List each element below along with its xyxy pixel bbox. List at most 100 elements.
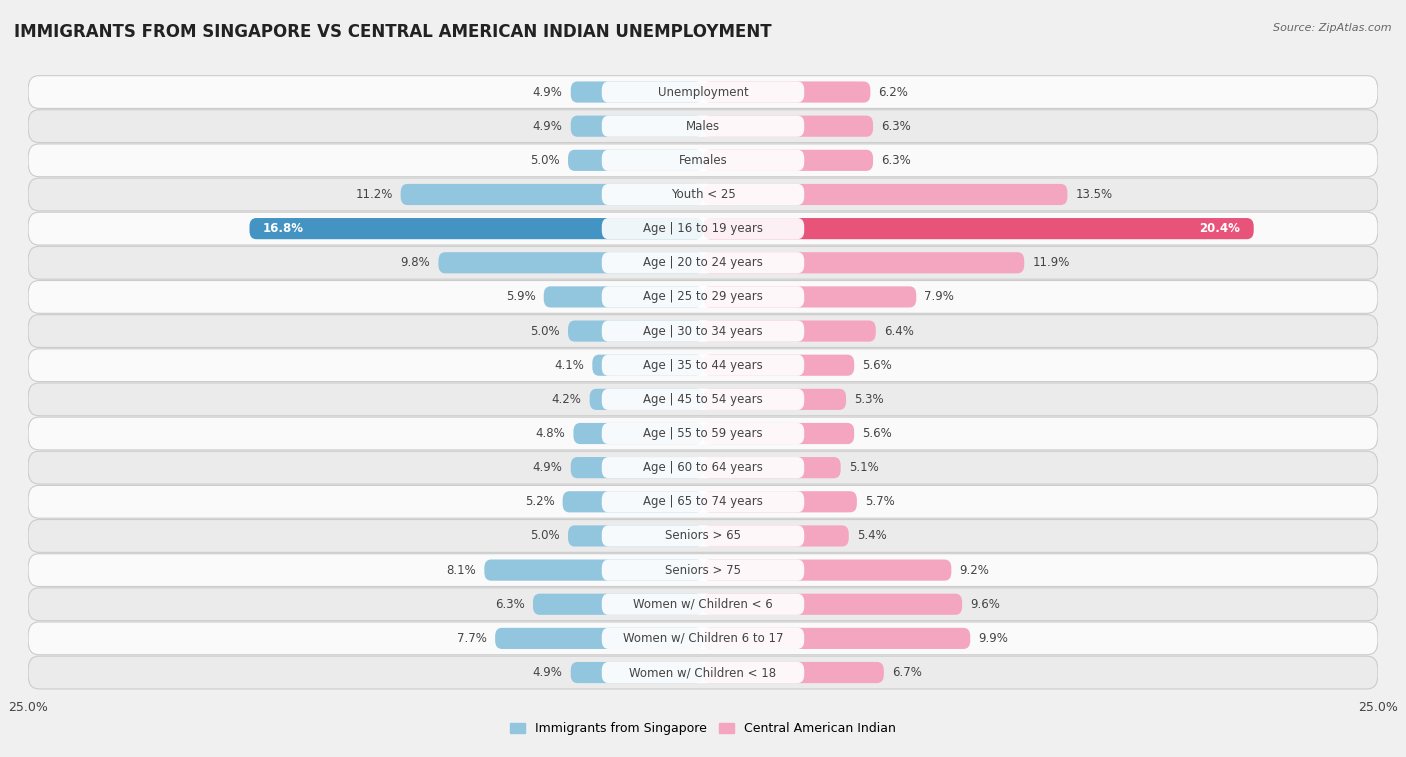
FancyBboxPatch shape: [28, 349, 1378, 382]
FancyBboxPatch shape: [544, 286, 703, 307]
FancyBboxPatch shape: [703, 423, 855, 444]
Text: 4.9%: 4.9%: [533, 86, 562, 98]
FancyBboxPatch shape: [249, 218, 703, 239]
FancyBboxPatch shape: [28, 656, 1378, 689]
FancyBboxPatch shape: [703, 389, 846, 410]
Text: 11.9%: 11.9%: [1032, 257, 1070, 269]
Text: 5.0%: 5.0%: [530, 529, 560, 543]
Text: 5.1%: 5.1%: [849, 461, 879, 474]
Text: Seniors > 65: Seniors > 65: [665, 529, 741, 543]
FancyBboxPatch shape: [602, 593, 804, 615]
FancyBboxPatch shape: [28, 383, 1378, 416]
FancyBboxPatch shape: [589, 389, 703, 410]
Text: 16.8%: 16.8%: [263, 222, 304, 235]
FancyBboxPatch shape: [703, 252, 1024, 273]
Text: Women w/ Children < 18: Women w/ Children < 18: [630, 666, 776, 679]
FancyBboxPatch shape: [703, 559, 952, 581]
FancyBboxPatch shape: [602, 354, 804, 375]
Text: Females: Females: [679, 154, 727, 167]
FancyBboxPatch shape: [592, 354, 703, 375]
FancyBboxPatch shape: [703, 354, 855, 375]
FancyBboxPatch shape: [28, 144, 1378, 176]
Text: Age | 55 to 59 years: Age | 55 to 59 years: [643, 427, 763, 440]
FancyBboxPatch shape: [568, 150, 703, 171]
FancyBboxPatch shape: [439, 252, 703, 273]
FancyBboxPatch shape: [28, 588, 1378, 621]
Text: 5.0%: 5.0%: [530, 325, 560, 338]
FancyBboxPatch shape: [602, 457, 804, 478]
FancyBboxPatch shape: [574, 423, 703, 444]
Text: Women w/ Children < 6: Women w/ Children < 6: [633, 598, 773, 611]
Text: 4.9%: 4.9%: [533, 461, 562, 474]
Text: 4.8%: 4.8%: [536, 427, 565, 440]
Text: 5.7%: 5.7%: [865, 495, 894, 508]
FancyBboxPatch shape: [28, 110, 1378, 142]
FancyBboxPatch shape: [602, 389, 804, 410]
FancyBboxPatch shape: [703, 525, 849, 547]
FancyBboxPatch shape: [568, 320, 703, 341]
Text: 5.3%: 5.3%: [855, 393, 884, 406]
Text: 7.9%: 7.9%: [924, 291, 955, 304]
FancyBboxPatch shape: [703, 457, 841, 478]
Text: Age | 60 to 64 years: Age | 60 to 64 years: [643, 461, 763, 474]
FancyBboxPatch shape: [28, 246, 1378, 279]
Text: 4.1%: 4.1%: [554, 359, 585, 372]
FancyBboxPatch shape: [703, 150, 873, 171]
Text: IMMIGRANTS FROM SINGAPORE VS CENTRAL AMERICAN INDIAN UNEMPLOYMENT: IMMIGRANTS FROM SINGAPORE VS CENTRAL AME…: [14, 23, 772, 41]
Text: 7.7%: 7.7%: [457, 632, 486, 645]
Text: 6.7%: 6.7%: [891, 666, 922, 679]
Text: 9.6%: 9.6%: [970, 598, 1000, 611]
FancyBboxPatch shape: [571, 662, 703, 683]
Text: 6.2%: 6.2%: [879, 86, 908, 98]
FancyBboxPatch shape: [28, 76, 1378, 108]
FancyBboxPatch shape: [28, 315, 1378, 347]
FancyBboxPatch shape: [571, 82, 703, 103]
FancyBboxPatch shape: [28, 417, 1378, 450]
FancyBboxPatch shape: [562, 491, 703, 512]
FancyBboxPatch shape: [602, 320, 804, 341]
FancyBboxPatch shape: [703, 491, 856, 512]
Text: 5.9%: 5.9%: [506, 291, 536, 304]
Text: Age | 30 to 34 years: Age | 30 to 34 years: [643, 325, 763, 338]
FancyBboxPatch shape: [703, 662, 884, 683]
FancyBboxPatch shape: [602, 150, 804, 171]
Text: 5.2%: 5.2%: [524, 495, 554, 508]
Text: 4.2%: 4.2%: [551, 393, 582, 406]
FancyBboxPatch shape: [28, 553, 1378, 587]
Text: 4.9%: 4.9%: [533, 666, 562, 679]
Text: Youth < 25: Youth < 25: [671, 188, 735, 201]
FancyBboxPatch shape: [703, 320, 876, 341]
FancyBboxPatch shape: [703, 286, 917, 307]
FancyBboxPatch shape: [602, 286, 804, 307]
Text: Age | 16 to 19 years: Age | 16 to 19 years: [643, 222, 763, 235]
Text: Age | 45 to 54 years: Age | 45 to 54 years: [643, 393, 763, 406]
FancyBboxPatch shape: [703, 184, 1067, 205]
Text: 5.6%: 5.6%: [862, 427, 891, 440]
Text: 13.5%: 13.5%: [1076, 188, 1112, 201]
Text: 6.3%: 6.3%: [882, 120, 911, 132]
FancyBboxPatch shape: [28, 622, 1378, 655]
FancyBboxPatch shape: [602, 525, 804, 547]
FancyBboxPatch shape: [568, 525, 703, 547]
Text: 5.6%: 5.6%: [862, 359, 891, 372]
FancyBboxPatch shape: [495, 628, 703, 649]
FancyBboxPatch shape: [602, 252, 804, 273]
Text: Unemployment: Unemployment: [658, 86, 748, 98]
FancyBboxPatch shape: [484, 559, 703, 581]
FancyBboxPatch shape: [703, 82, 870, 103]
FancyBboxPatch shape: [28, 281, 1378, 313]
FancyBboxPatch shape: [703, 116, 873, 137]
Text: Age | 25 to 29 years: Age | 25 to 29 years: [643, 291, 763, 304]
FancyBboxPatch shape: [401, 184, 703, 205]
FancyBboxPatch shape: [602, 559, 804, 581]
FancyBboxPatch shape: [602, 184, 804, 205]
Text: Source: ZipAtlas.com: Source: ZipAtlas.com: [1274, 23, 1392, 33]
Text: 6.3%: 6.3%: [495, 598, 524, 611]
FancyBboxPatch shape: [703, 628, 970, 649]
FancyBboxPatch shape: [28, 485, 1378, 519]
Text: Males: Males: [686, 120, 720, 132]
Text: Age | 20 to 24 years: Age | 20 to 24 years: [643, 257, 763, 269]
Text: 11.2%: 11.2%: [356, 188, 392, 201]
Text: 9.8%: 9.8%: [401, 257, 430, 269]
FancyBboxPatch shape: [571, 457, 703, 478]
